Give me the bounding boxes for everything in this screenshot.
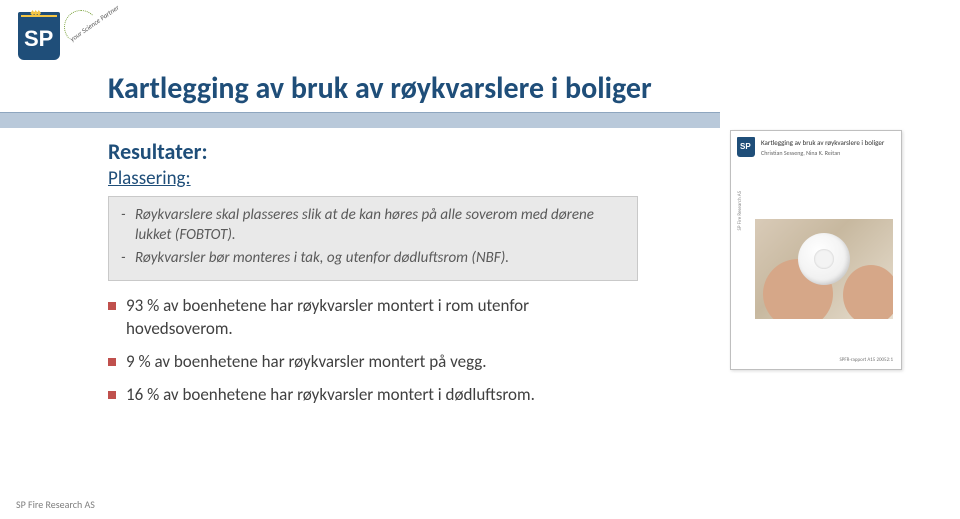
bullet-icon bbox=[108, 391, 116, 399]
thumb-reference: SPFR-rapport A15 20052:1 bbox=[839, 357, 893, 363]
list-item: 9 % av boenhetene har røykvarsler monter… bbox=[108, 351, 638, 374]
page-title: Kartlegging av bruk av røykvarslere i bo… bbox=[108, 70, 652, 107]
report-cover-thumbnail: Kartlegging av bruk av røykvarslere i bo… bbox=[730, 130, 902, 370]
science-partner-badge: your Science Partner bbox=[64, 10, 104, 50]
bullet-list: 93 % av boenhetene har røykvarsler monte… bbox=[108, 295, 638, 407]
regulation-box: - Røykvarslere skal plasseres slik at de… bbox=[108, 196, 638, 281]
list-item: 16 % av boenhetene har røykvarsler monte… bbox=[108, 384, 638, 407]
thumb-title: Kartlegging av bruk av røykvarslere i bo… bbox=[761, 139, 895, 147]
bullet-icon bbox=[108, 302, 116, 310]
thumb-authors: Christian Sesseng, Nina K. Reitan bbox=[761, 149, 895, 157]
title-underline-bar bbox=[0, 112, 720, 128]
thumb-side-label: SP Fire Research AS bbox=[737, 191, 745, 230]
results-heading: Resultater: bbox=[108, 138, 638, 165]
placement-heading: Plassering: bbox=[108, 167, 638, 190]
logo-text: SP bbox=[24, 26, 53, 52]
content-area: Resultater: Plassering: - Røykvarslere s… bbox=[108, 138, 638, 417]
list-item: 93 % av boenhetene har røykvarsler monte… bbox=[108, 295, 638, 341]
footer-text: SP Fire Research AS bbox=[16, 498, 95, 511]
smoke-detector-icon bbox=[798, 233, 850, 285]
box-line-1: Røykvarslere skal plasseres slik at de k… bbox=[135, 205, 625, 246]
box-line-2: Røykvarsler bør monteres i tak, og utenf… bbox=[135, 248, 509, 268]
bullet-icon bbox=[108, 358, 116, 366]
thumb-sp-logo bbox=[737, 137, 755, 157]
thumb-photo bbox=[755, 219, 893, 319]
